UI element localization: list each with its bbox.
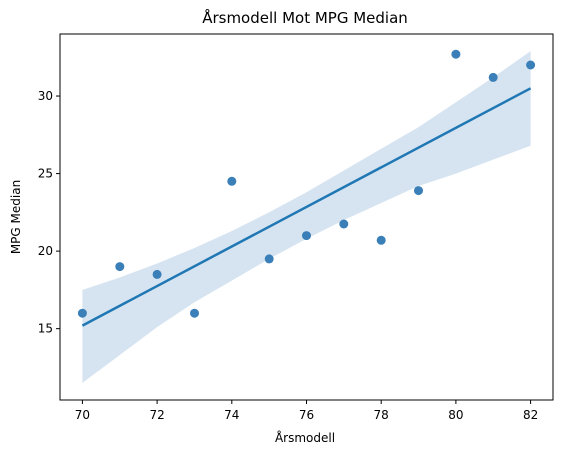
y-tick-label: 20: [38, 244, 53, 258]
data-point: [488, 72, 498, 82]
data-point: [115, 262, 125, 272]
data-point: [190, 308, 199, 318]
chart-title: Årsmodell Mot MPG Median: [202, 8, 408, 27]
x-tick-label: 74: [224, 408, 239, 422]
confidence-band: [82, 51, 531, 383]
x-tick-label: 76: [299, 408, 314, 422]
data-point: [376, 235, 386, 245]
data-point: [302, 231, 311, 241]
x-tick-label: 80: [448, 408, 463, 422]
data-point: [451, 49, 461, 59]
data-point: [264, 254, 274, 264]
scatter-points: [77, 49, 536, 318]
x-tick-label: 72: [149, 408, 164, 422]
y-axis: 15 20 25 30: [38, 89, 60, 336]
data-point: [526, 60, 536, 70]
data-point: [77, 308, 87, 318]
y-tick-label: 15: [38, 322, 53, 336]
data-point: [227, 176, 237, 186]
x-tick-label: 82: [523, 408, 538, 422]
x-tick-label: 78: [374, 408, 389, 422]
y-tick-label: 30: [38, 89, 53, 103]
data-point: [339, 219, 349, 229]
x-axis-label: Årsmodell: [275, 430, 335, 445]
x-axis: 70 72 74 76 78 80 82: [75, 400, 538, 422]
data-point: [152, 269, 162, 279]
data-point: [414, 186, 423, 196]
x-tick-label: 70: [75, 408, 90, 422]
regression-line: [81, 87, 532, 327]
y-axis-label: MPG Median: [9, 180, 23, 254]
y-tick-label: 25: [38, 167, 53, 181]
plot-area: [77, 49, 536, 383]
